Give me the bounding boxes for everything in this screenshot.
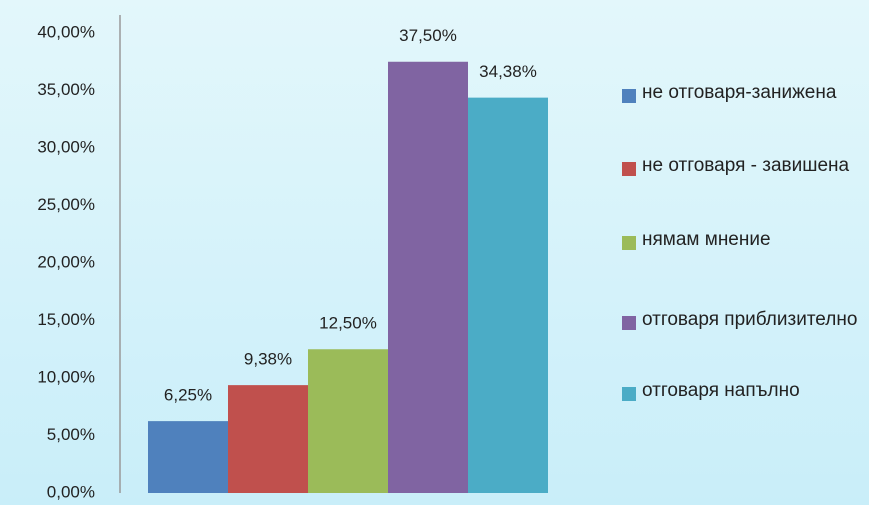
data-label: 37,50% xyxy=(399,26,457,45)
legend-label: не отговаря - завишена xyxy=(642,155,850,176)
bar xyxy=(228,385,308,493)
legend-swatch xyxy=(622,162,636,176)
legend-swatch xyxy=(622,316,636,330)
y-tick-label: 25,00% xyxy=(37,195,95,214)
y-tick-label: 10,00% xyxy=(37,367,95,386)
legend-entry: отговаря напълно xyxy=(622,380,867,406)
y-tick-label: 35,00% xyxy=(37,80,95,99)
y-tick-label: 30,00% xyxy=(37,137,95,156)
y-tick-label: 5,00% xyxy=(47,425,95,444)
legend-swatch xyxy=(622,236,636,250)
y-tick-label: 15,00% xyxy=(37,310,95,329)
legend-entry: отговаря приблизително xyxy=(622,309,867,335)
data-label: 6,25% xyxy=(164,386,212,405)
legend-swatch xyxy=(622,89,636,103)
legend-label: не отговаря-занижена xyxy=(642,82,837,103)
bar xyxy=(388,61,468,493)
y-tick-label: 0,00% xyxy=(47,482,95,501)
bar xyxy=(148,421,228,493)
legend-label: отговаря напълно xyxy=(642,380,800,401)
y-tick-label: 20,00% xyxy=(37,252,95,271)
data-label: 12,50% xyxy=(319,314,377,333)
data-label: 34,38% xyxy=(479,62,537,81)
y-tick-label: 40,00% xyxy=(37,22,95,41)
legend-entry: не отговаря - завишена xyxy=(622,155,867,181)
legend-label: отговаря приблизително xyxy=(642,309,858,330)
legend-swatch xyxy=(622,387,636,401)
legend-label: нямам мнение xyxy=(642,229,771,250)
data-label: 9,38% xyxy=(244,350,292,369)
bar xyxy=(308,349,388,493)
legend-entry: не отговаря-занижена xyxy=(622,82,867,108)
bar xyxy=(468,97,548,493)
legend-entry: нямам мнение xyxy=(622,229,867,255)
